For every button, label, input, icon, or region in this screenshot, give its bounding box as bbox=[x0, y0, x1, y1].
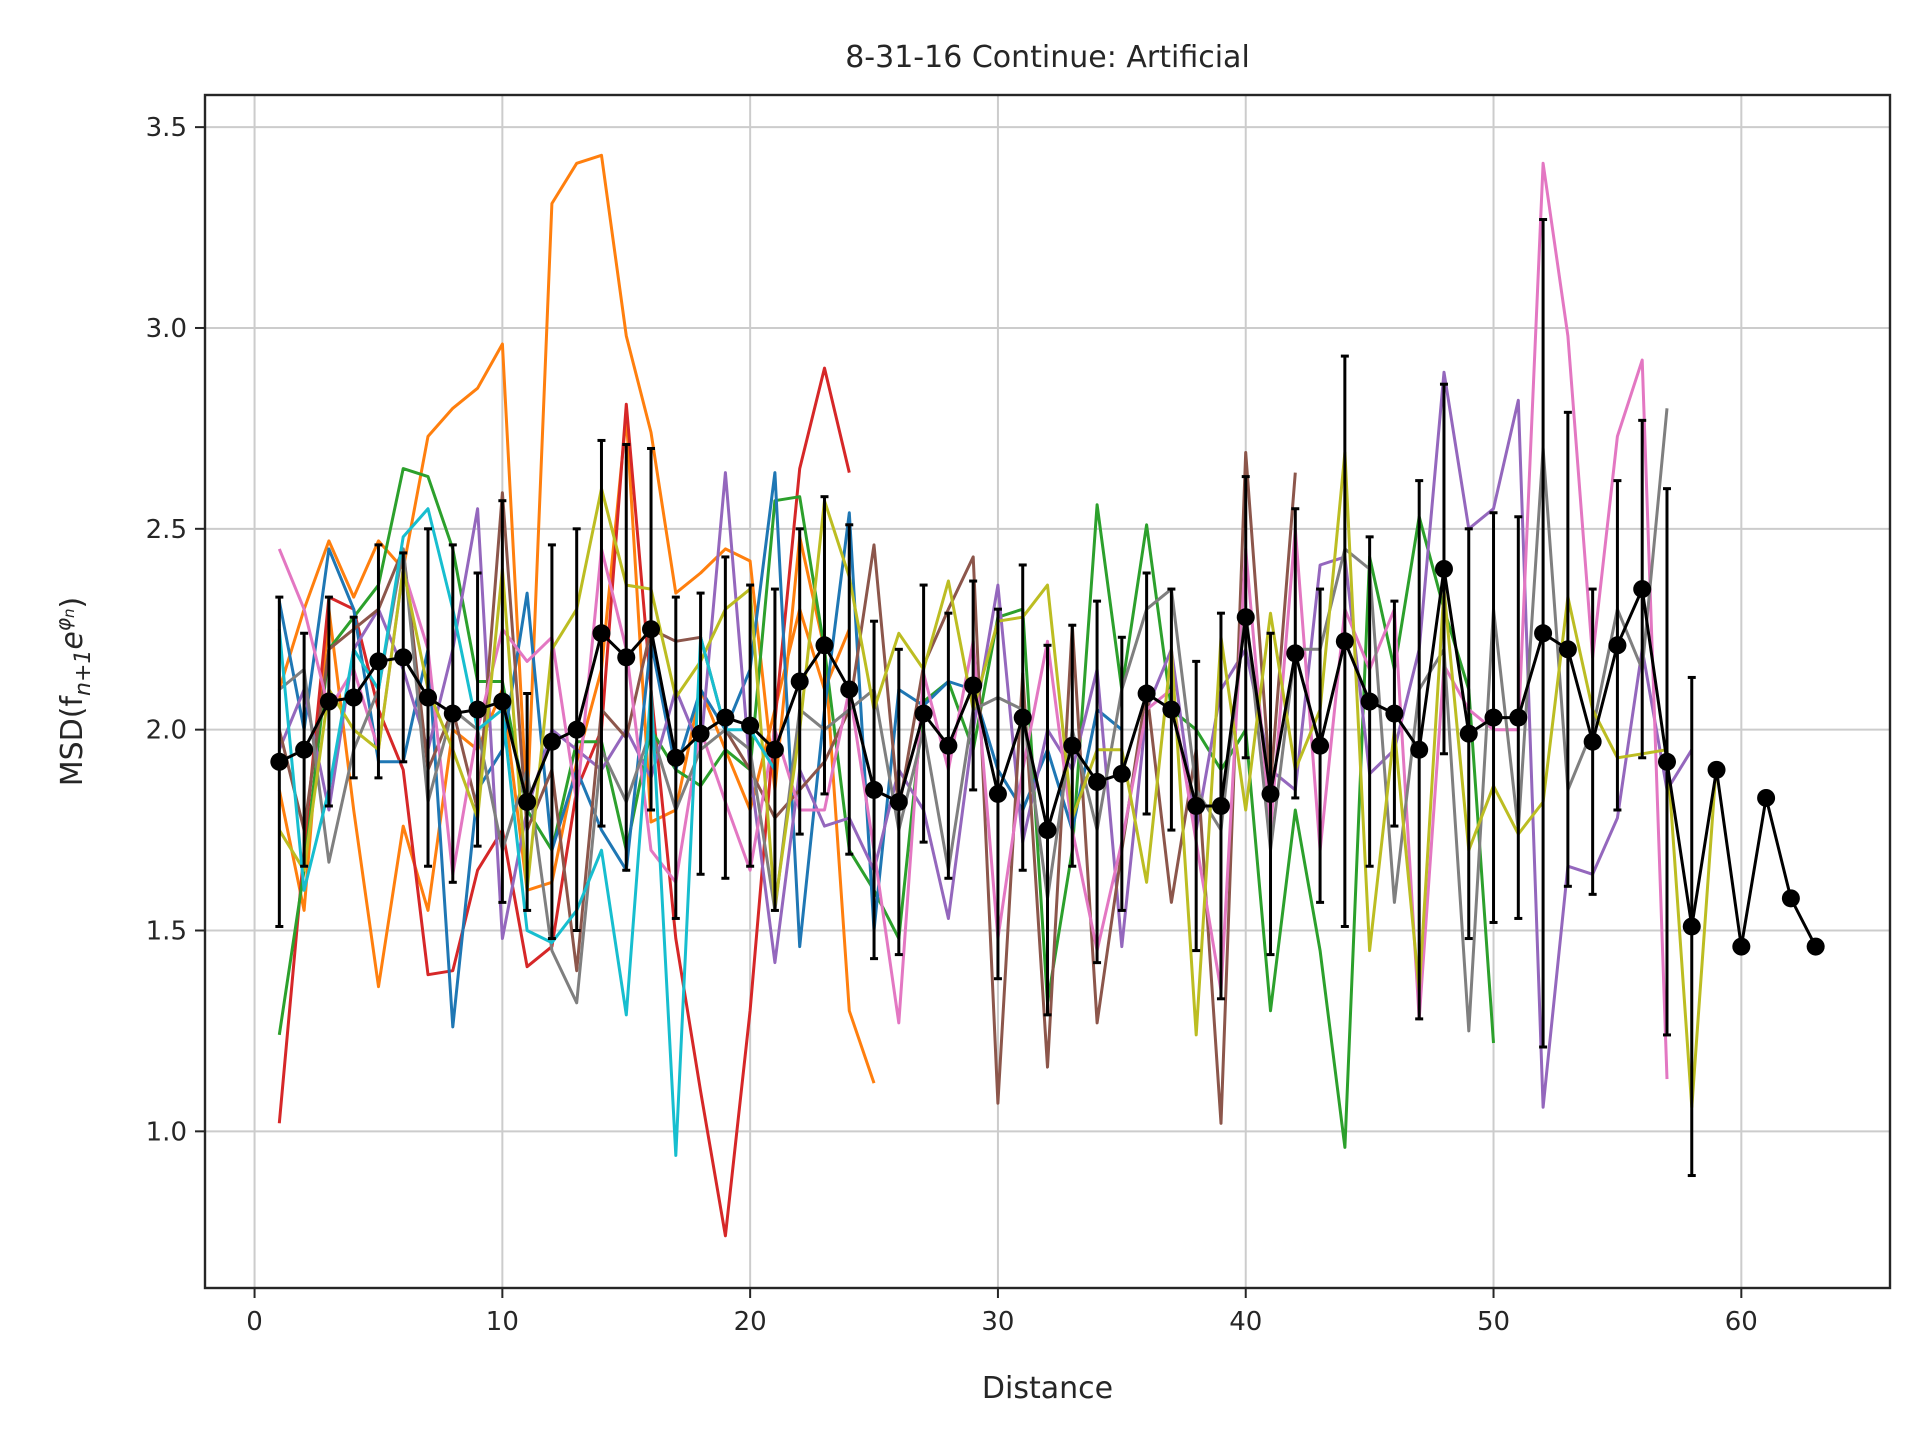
mean-point bbox=[419, 688, 438, 707]
mean-point bbox=[1311, 736, 1330, 755]
y-tick-label: 3.0 bbox=[146, 314, 187, 344]
mean-point bbox=[666, 748, 685, 767]
x-tick-label: 60 bbox=[1725, 1307, 1758, 1337]
y-tick-label: 2.5 bbox=[146, 515, 187, 545]
mean-point bbox=[988, 784, 1007, 803]
mean-point bbox=[741, 716, 760, 735]
mean-point bbox=[1236, 608, 1255, 627]
mean-point bbox=[914, 704, 933, 723]
x-tick-label: 40 bbox=[1229, 1307, 1262, 1337]
y-axis-label-superscript-sub: n bbox=[60, 608, 78, 618]
y-axis-label-superscript: φ bbox=[51, 618, 75, 631]
mean-point bbox=[1633, 580, 1652, 599]
mean-point bbox=[567, 720, 586, 739]
mean-point bbox=[1459, 724, 1478, 743]
mean-point bbox=[1583, 732, 1602, 751]
mean-point bbox=[1657, 752, 1676, 771]
mean-point bbox=[1112, 764, 1131, 783]
mean-point bbox=[592, 624, 611, 643]
mean-point bbox=[1335, 632, 1354, 651]
mean-point bbox=[1063, 736, 1082, 755]
mean-point bbox=[1038, 821, 1057, 840]
x-tick-label: 30 bbox=[981, 1307, 1014, 1337]
mean-point bbox=[1608, 636, 1627, 655]
mean-point bbox=[394, 648, 413, 667]
mean-point bbox=[642, 620, 661, 639]
chart-title: 8-31-16 Continue: Artificial bbox=[845, 40, 1250, 75]
mean-point bbox=[1013, 708, 1032, 727]
mean-point bbox=[443, 704, 462, 723]
mean-point bbox=[1558, 640, 1577, 659]
mean-point bbox=[815, 636, 834, 655]
mean-point bbox=[790, 672, 809, 691]
y-axis-label-main: MSD(f bbox=[55, 695, 90, 787]
x-axis-label: Distance bbox=[982, 1371, 1113, 1406]
mean-point bbox=[889, 792, 908, 811]
y-axis-label: MSD(fn+1eφn) bbox=[51, 597, 96, 787]
y-axis-label-e: e bbox=[55, 631, 90, 649]
y-tick-label: 1.0 bbox=[146, 1117, 187, 1147]
mean-point bbox=[1137, 684, 1156, 703]
y-axis-label-close: ) bbox=[55, 597, 90, 609]
series-line-4 bbox=[277, 467, 1495, 1149]
mean-point bbox=[1261, 784, 1280, 803]
mean-point bbox=[468, 700, 487, 719]
mean-point bbox=[319, 692, 338, 711]
y-tick-label: 2.0 bbox=[146, 716, 187, 746]
mean-point bbox=[1360, 692, 1379, 711]
mean-point bbox=[1385, 704, 1404, 723]
mean-point bbox=[1088, 772, 1107, 791]
x-tick-label: 0 bbox=[246, 1307, 263, 1337]
mean-point bbox=[865, 780, 884, 799]
mean-point bbox=[344, 688, 363, 707]
mean-point bbox=[617, 648, 636, 667]
y-axis-label-subscript: n+1 bbox=[71, 650, 96, 696]
y-tick-label: 1.5 bbox=[146, 917, 187, 947]
series-line-6 bbox=[277, 370, 1694, 1109]
x-tick-label: 10 bbox=[486, 1307, 519, 1337]
mean-point bbox=[840, 680, 859, 699]
series-layer bbox=[270, 153, 1825, 1238]
mean-point bbox=[1484, 708, 1503, 727]
mean-point bbox=[270, 752, 289, 771]
mean-point bbox=[716, 708, 735, 727]
mean-point bbox=[1211, 796, 1230, 815]
mean-point bbox=[542, 732, 561, 751]
mean-point bbox=[1509, 708, 1528, 727]
mean-point bbox=[1806, 937, 1825, 956]
mean-point bbox=[369, 652, 388, 671]
mean-point bbox=[1410, 740, 1429, 759]
mean-point bbox=[295, 740, 314, 759]
plot-frame bbox=[203, 93, 1892, 1290]
axis-ticks: 0 10 20 30 40 50 60 1.0 1.5 2.0 2.5 3.0 3.5 bbox=[146, 113, 1758, 1337]
series-line-11 bbox=[277, 507, 777, 1157]
y-tick-label: 3.5 bbox=[146, 113, 187, 143]
mean-point bbox=[1682, 917, 1701, 936]
mean-point bbox=[1286, 644, 1305, 663]
mean-point bbox=[1534, 624, 1553, 643]
x-tick-label: 50 bbox=[1477, 1307, 1510, 1337]
x-tick-label: 20 bbox=[734, 1307, 767, 1337]
mean-point bbox=[1187, 796, 1206, 815]
mean-point bbox=[518, 792, 537, 811]
mean-point bbox=[1781, 889, 1800, 908]
mean-point bbox=[939, 736, 958, 755]
mean-point bbox=[964, 676, 983, 695]
mean-point bbox=[1707, 760, 1726, 779]
mean-point bbox=[1757, 788, 1776, 807]
mean-point bbox=[1434, 559, 1453, 578]
mean-point bbox=[493, 692, 512, 711]
mean-point bbox=[1732, 937, 1751, 956]
mean-point bbox=[691, 724, 710, 743]
mean-point bbox=[765, 740, 784, 759]
mean-point bbox=[1162, 700, 1181, 719]
